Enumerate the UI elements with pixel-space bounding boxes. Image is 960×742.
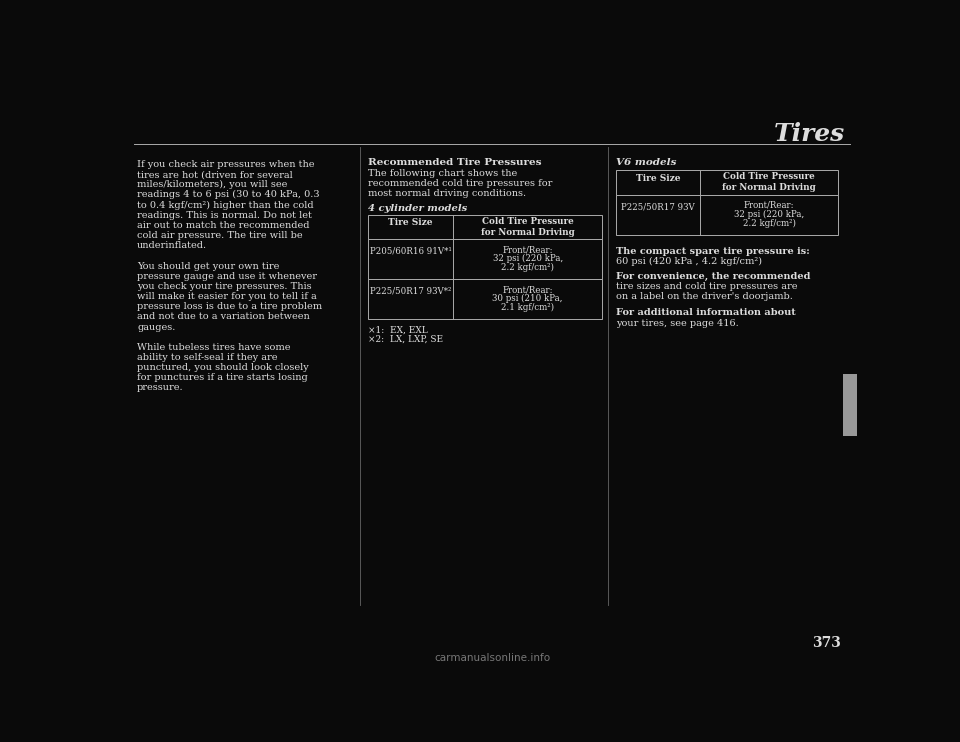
Bar <box>616 194 838 234</box>
Text: on a label on the driver's doorjamb.: on a label on the driver's doorjamb. <box>616 292 793 301</box>
Text: 2.1 kgf/cm²): 2.1 kgf/cm²) <box>501 303 554 312</box>
Text: Tires: Tires <box>774 122 845 145</box>
Bar <box>616 170 838 194</box>
Text: Front/Rear:: Front/Rear: <box>502 286 553 295</box>
Text: air out to match the recommended: air out to match the recommended <box>137 221 309 230</box>
Text: Tire Size: Tire Size <box>636 174 680 183</box>
Text: pressure.: pressure. <box>137 384 183 393</box>
Text: P225/50R17 93V*²: P225/50R17 93V*² <box>370 287 451 296</box>
Text: 32 psi (220 kPa,: 32 psi (220 kPa, <box>492 255 563 263</box>
Text: You should get your own tire: You should get your own tire <box>137 261 279 271</box>
Text: and not due to a variation between: and not due to a variation between <box>137 312 310 321</box>
Text: The following chart shows the: The following chart shows the <box>368 169 517 178</box>
Text: 32 psi (220 kPa,: 32 psi (220 kPa, <box>734 209 804 219</box>
Text: pressure loss is due to a tire problem: pressure loss is due to a tire problem <box>137 302 323 311</box>
Text: carmanualsonline.info: carmanualsonline.info <box>434 653 550 663</box>
Text: miles/kilometers), you will see: miles/kilometers), you will see <box>137 180 287 189</box>
Text: Front/Rear:: Front/Rear: <box>502 246 553 255</box>
Text: readings 4 to 6 psi (30 to 40 kPa, 0.3: readings 4 to 6 psi (30 to 40 kPa, 0.3 <box>137 191 320 200</box>
Text: 60 psi (420 kPa , 4.2 kgf/cm²): 60 psi (420 kPa , 4.2 kgf/cm²) <box>616 257 762 266</box>
Bar <box>368 214 602 239</box>
Bar <box>368 279 602 319</box>
Text: will make it easier for you to tell if a: will make it easier for you to tell if a <box>137 292 317 301</box>
Text: tire sizes and cold tire pressures are: tire sizes and cold tire pressures are <box>616 282 798 292</box>
Bar <box>368 239 602 279</box>
Text: Tire Size: Tire Size <box>389 218 433 227</box>
Text: V6 models: V6 models <box>616 158 677 168</box>
Text: you check your tire pressures. This: you check your tire pressures. This <box>137 282 312 291</box>
Text: ×1:  EX, EXL: ×1: EX, EXL <box>368 326 428 335</box>
Text: 4 cylinder models: 4 cylinder models <box>368 204 468 213</box>
Text: your tires, see page 416.: your tires, see page 416. <box>616 318 739 327</box>
Text: ×2:  LX, LXP, SE: ×2: LX, LXP, SE <box>368 335 444 344</box>
Text: cold air pressure. The tire will be: cold air pressure. The tire will be <box>137 231 302 240</box>
Text: ability to self-seal if they are: ability to self-seal if they are <box>137 353 277 362</box>
Text: 30 psi (210 kPa,: 30 psi (210 kPa, <box>492 295 563 303</box>
Text: most normal driving conditions.: most normal driving conditions. <box>368 189 526 198</box>
Text: P205/60R16 91V*¹: P205/60R16 91V*¹ <box>370 247 451 256</box>
Text: gauges.: gauges. <box>137 323 176 332</box>
Text: 2.2 kgf/cm²): 2.2 kgf/cm²) <box>501 263 554 272</box>
Text: Recommended Tire Pressures: Recommended Tire Pressures <box>368 158 541 168</box>
Text: While tubeless tires have some: While tubeless tires have some <box>137 343 291 352</box>
Text: underinflated.: underinflated. <box>137 241 207 250</box>
Text: tires are hot (driven for several: tires are hot (driven for several <box>137 170 293 179</box>
Text: 2.2 kgf/cm²): 2.2 kgf/cm²) <box>743 218 796 228</box>
Text: If you check air pressures when the: If you check air pressures when the <box>137 160 315 169</box>
Text: 373: 373 <box>812 636 841 650</box>
Text: For additional information about: For additional information about <box>616 309 796 318</box>
Text: For convenience, the recommended: For convenience, the recommended <box>616 272 810 281</box>
Text: P225/50R17 93V: P225/50R17 93V <box>621 203 695 211</box>
Text: recommended cold tire pressures for: recommended cold tire pressures for <box>368 179 552 188</box>
Text: pressure gauge and use it whenever: pressure gauge and use it whenever <box>137 272 317 280</box>
Bar <box>843 374 857 436</box>
Text: Cold Tire Pressure
for Normal Driving: Cold Tire Pressure for Normal Driving <box>722 172 816 192</box>
Text: punctured, you should look closely: punctured, you should look closely <box>137 363 309 372</box>
Text: readings. This is normal. Do not let: readings. This is normal. Do not let <box>137 211 312 220</box>
Text: to 0.4 kgf/cm²) higher than the cold: to 0.4 kgf/cm²) higher than the cold <box>137 200 314 210</box>
Text: The compact spare tire pressure is:: The compact spare tire pressure is: <box>616 247 809 256</box>
Text: Front/Rear:: Front/Rear: <box>744 200 794 210</box>
Text: Cold Tire Pressure
for Normal Driving: Cold Tire Pressure for Normal Driving <box>481 217 574 237</box>
Text: for punctures if a tire starts losing: for punctures if a tire starts losing <box>137 373 308 382</box>
